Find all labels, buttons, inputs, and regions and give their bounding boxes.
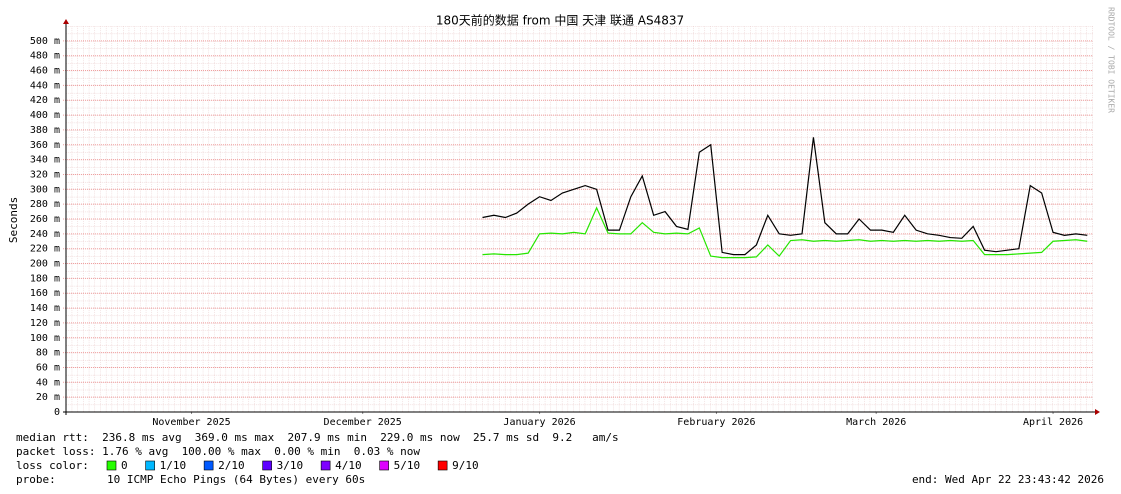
legend-title: loss color: <box>16 459 89 472</box>
legend-label: 0 <box>121 459 128 472</box>
x-tick-label: December 2025 <box>324 417 402 428</box>
side-note: RRDTOOL / TOBI OETIKER <box>1107 7 1116 113</box>
probe: 10 ICMP Echo Pings (64 Bytes) every 60s <box>107 473 365 486</box>
legend-label: 3/10 <box>277 459 304 472</box>
y-tick-label: 280 m <box>30 199 60 210</box>
y-tick-label: 160 m <box>30 288 60 299</box>
y-tick-label: 300 m <box>30 184 60 195</box>
legend-swatch <box>320 460 331 471</box>
stats-line: median rtt: 236.8 ms avg 369.0 ms max 20… <box>16 431 619 444</box>
y-tick-label: 200 m <box>30 259 60 270</box>
x-tick-label: April 2026 <box>1023 417 1083 428</box>
x-tick-label: January 2026 <box>503 417 575 428</box>
y-tick-label: 460 m <box>30 66 60 77</box>
end-time: end: Wed Apr 22 23:43:42 2026 <box>912 473 1104 486</box>
y-axis-label: Seconds <box>7 197 20 243</box>
legend-label: 2/10 <box>218 459 245 472</box>
y-tick-label: 0 <box>54 407 60 418</box>
y-tick-label: 360 m <box>30 140 60 151</box>
legend-label: 4/10 <box>335 459 362 472</box>
y-tick-label: 100 m <box>30 333 60 344</box>
y-tick-label: 480 m <box>30 51 60 62</box>
x-tick-label: February 2026 <box>677 417 755 428</box>
x-tick-label: November 2025 <box>152 417 230 428</box>
y-tick-label: 40 m <box>36 377 60 388</box>
legend-swatch <box>203 460 214 471</box>
legend-swatch <box>379 460 389 471</box>
legend-swatch <box>145 460 155 471</box>
y-tick-label: 400 m <box>30 110 60 121</box>
y-tick-label: 220 m <box>30 244 60 255</box>
y-tick-label: 180 m <box>30 273 60 284</box>
series-line <box>482 206 1088 259</box>
y-tick-label: 320 m <box>30 169 60 180</box>
y-tick-label: 420 m <box>30 95 60 106</box>
legend-swatch <box>437 460 448 471</box>
x-tick-label: March 2026 <box>846 417 906 428</box>
y-tick-label: 380 m <box>30 125 60 136</box>
chart-title: 180天前的数据 from 中国 天津 联通 AS4837 <box>436 13 684 28</box>
y-tick-label: 120 m <box>30 318 60 329</box>
y-tick-label: 60 m <box>36 362 60 373</box>
y-tick-label: 20 m <box>36 392 60 403</box>
legend-label: 1/10 <box>160 459 187 472</box>
y-tick-label: 440 m <box>30 80 60 91</box>
y-tick-label: 80 m <box>36 348 60 359</box>
axis-arrow <box>63 19 69 24</box>
legend-label: 5/10 <box>394 459 421 472</box>
axis-arrow <box>1095 409 1100 415</box>
legend-label: 9/10 <box>452 459 479 472</box>
y-tick-label: 140 m <box>30 303 60 314</box>
stats-line: packet loss: 1.76 % avg 100.00 % max 0.0… <box>16 445 420 458</box>
series-line <box>482 137 1088 256</box>
legend-swatch <box>262 460 272 471</box>
y-tick-label: 240 m <box>30 229 60 240</box>
probe-label: probe: <box>16 473 56 486</box>
y-tick-label: 500 m <box>30 36 60 47</box>
legend-swatch <box>106 460 117 471</box>
y-tick-label: 340 m <box>30 155 60 166</box>
y-tick-label: 260 m <box>30 214 60 225</box>
